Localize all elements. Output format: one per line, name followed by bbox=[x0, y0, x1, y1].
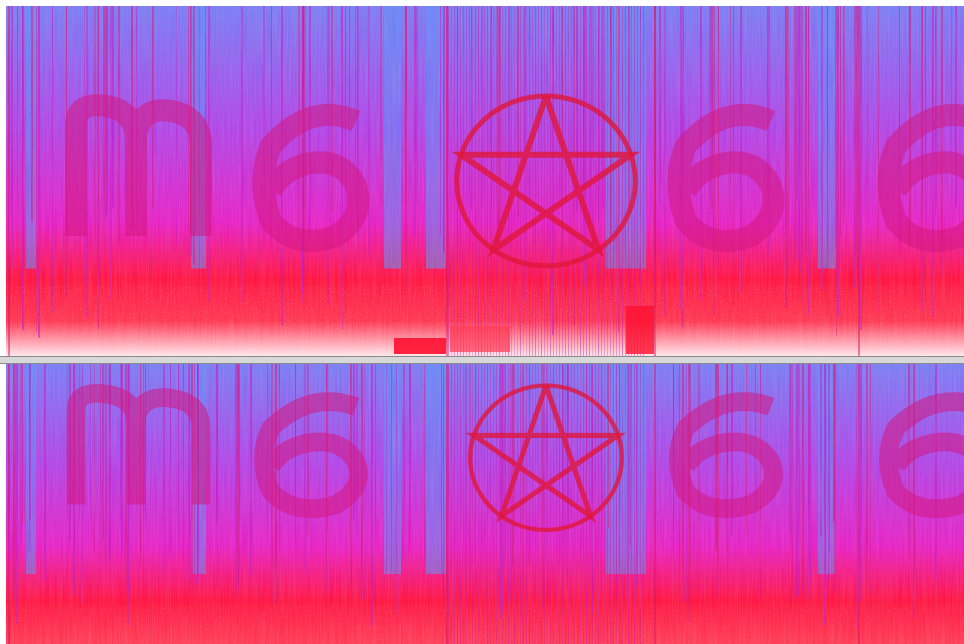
channel-divider[interactable] bbox=[0, 356, 964, 364]
letter-m-icon bbox=[65, 94, 212, 236]
high-energy-grain bbox=[6, 604, 964, 644]
spectrogram-channel-left[interactable] bbox=[6, 6, 964, 356]
pentagram-icon bbox=[465, 384, 627, 523]
spectrogram-right-canvas bbox=[6, 364, 964, 644]
spectrogram-channel-right[interactable] bbox=[6, 364, 964, 644]
digit-6-icon bbox=[877, 103, 964, 252]
digit-6-icon bbox=[254, 392, 368, 519]
digit-6-icon bbox=[252, 103, 370, 252]
digit-6-icon bbox=[667, 103, 785, 252]
pentagram-icon bbox=[451, 95, 641, 258]
energy-block bbox=[394, 338, 446, 354]
digit-6-icon bbox=[669, 392, 783, 519]
energy-block bbox=[450, 326, 510, 352]
hidden-images-left bbox=[65, 93, 964, 269]
letter-m-icon bbox=[66, 383, 211, 505]
segment-blocks bbox=[394, 306, 654, 354]
spectrogram-left-canvas bbox=[6, 6, 964, 356]
hidden-images-right bbox=[66, 383, 964, 533]
energy-block bbox=[626, 306, 654, 354]
digit-6-icon bbox=[879, 392, 964, 519]
track-gutter bbox=[0, 0, 6, 644]
